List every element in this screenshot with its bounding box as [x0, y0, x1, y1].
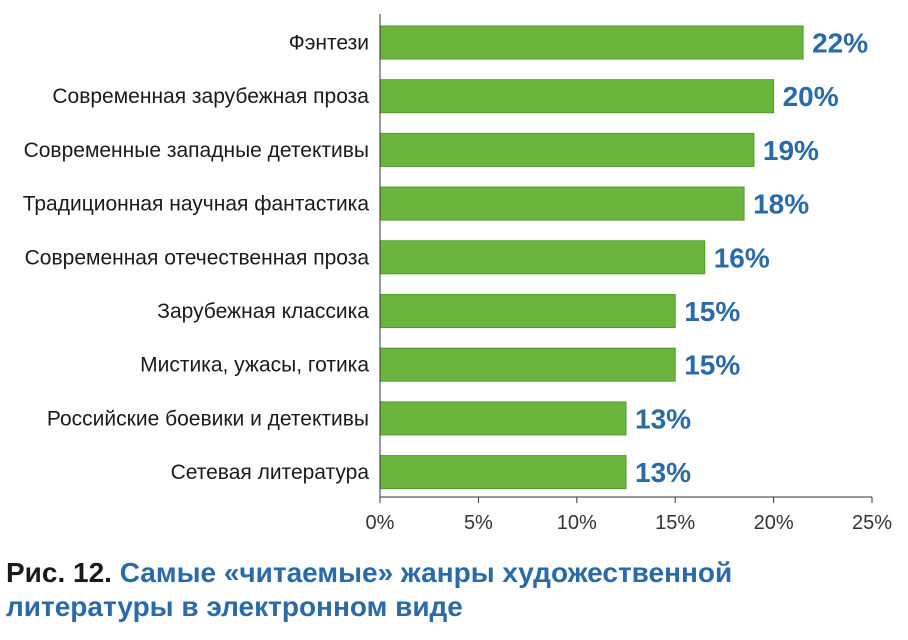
bar [379, 186, 745, 221]
bar [379, 132, 755, 167]
bar [379, 25, 804, 60]
caption-title: Самые «читаемые» жанры художественной ли… [6, 557, 733, 622]
bar [379, 401, 627, 436]
category-label: Современные западные детективы [24, 139, 369, 162]
data-label: 18% [753, 189, 809, 220]
x-tick-label: 25% [852, 512, 892, 534]
caption-prefix: Рис. 12. [6, 557, 112, 588]
category-label: Современная зарубежная проза [52, 85, 369, 108]
category-label: Традиционная научная фантастика [23, 193, 370, 216]
bar [379, 455, 627, 490]
category-label: Зарубежная классика [157, 300, 369, 323]
bar-chart: Фэнтези 22% Современная зарубежная проза 20… [23, 14, 892, 534]
x-tick-label: 0% [366, 512, 395, 534]
x-tick-label: 15% [655, 512, 695, 534]
category-label: Фэнтези [289, 32, 369, 55]
category-label: Мистика, ужасы, готика [140, 354, 369, 377]
x-tick-label: 5% [464, 512, 493, 534]
bar [379, 79, 775, 114]
data-label: 15% [684, 296, 740, 327]
figure-caption: Рис. 12. Самые «читаемые» жанры художест… [6, 556, 902, 624]
category-label: Российские боевики и детективы [47, 407, 369, 430]
bar [379, 240, 706, 275]
data-label: 16% [714, 242, 770, 273]
data-label: 22% [812, 28, 868, 59]
x-tick-label: 10% [557, 512, 597, 534]
data-label: 13% [635, 403, 691, 434]
data-label: 20% [783, 81, 839, 112]
category-label: Сетевая литература [171, 461, 370, 484]
data-label: 13% [635, 457, 691, 488]
bar [379, 347, 676, 382]
data-label: 15% [684, 350, 740, 381]
category-label: Современная отечественная проза [25, 246, 370, 269]
data-label: 19% [763, 135, 819, 166]
bar [379, 294, 676, 328]
x-tick-label: 20% [754, 512, 794, 534]
